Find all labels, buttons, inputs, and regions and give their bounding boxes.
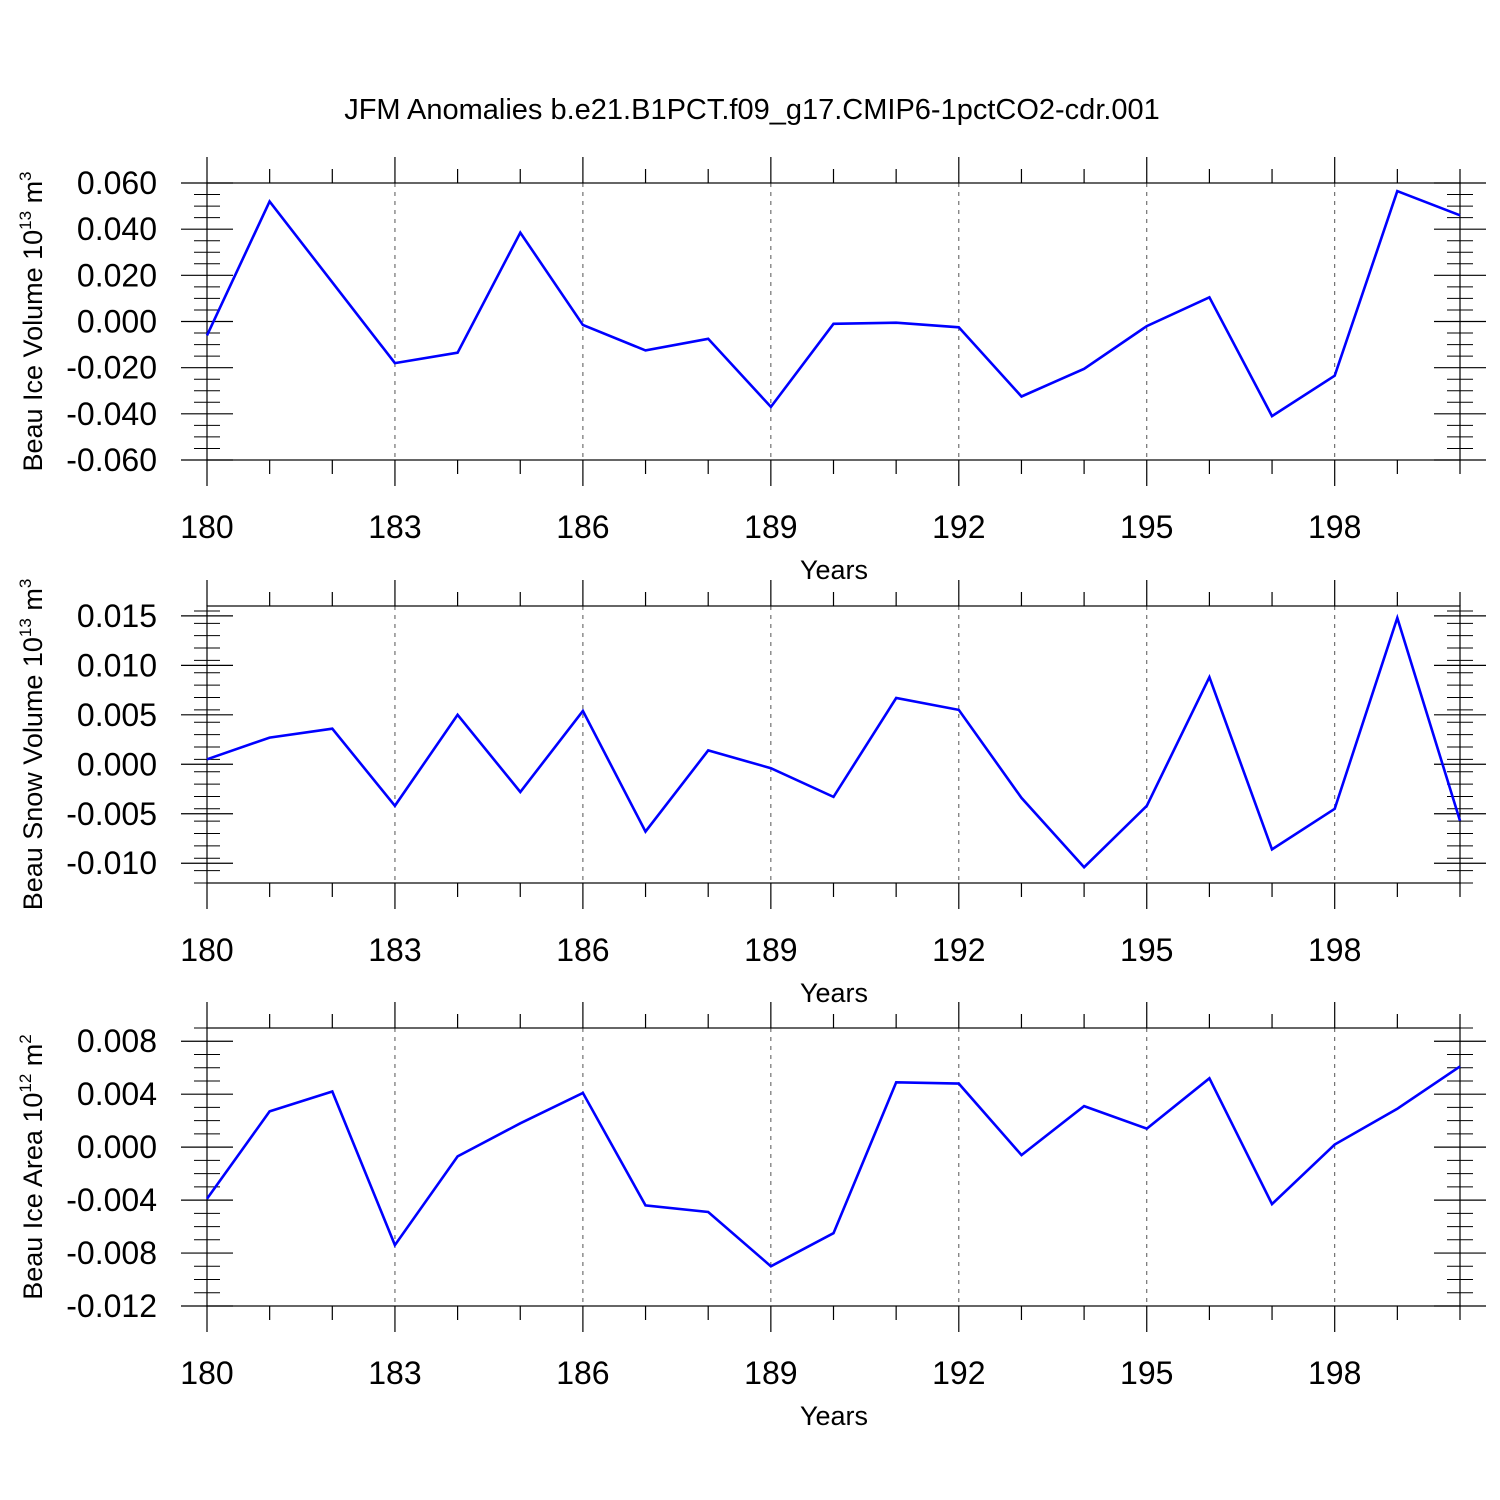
y-tick-label: 0.020 xyxy=(77,257,157,293)
y-tick-label: -0.060 xyxy=(66,442,157,478)
y-tick-label: 0.015 xyxy=(77,598,157,634)
y-axis-title-exponent: 13 xyxy=(16,211,35,230)
y-tick-label: 0.000 xyxy=(77,746,157,782)
x-tick-label: 198 xyxy=(1308,509,1361,545)
x-tick-label: 180 xyxy=(180,932,233,968)
x-tick-label: 192 xyxy=(932,1355,985,1391)
x-axis-title: Years xyxy=(800,555,868,585)
panel-3: 180 183 186 189 192 195 198 Years 0.008 0.004 0.00… xyxy=(16,1002,1486,1431)
x-tick-label: 183 xyxy=(368,932,421,968)
x-tick-label: 183 xyxy=(368,1355,421,1391)
panel-2: 180 183 186 189 192 195 198 Years 0.015 0.010 0.00… xyxy=(16,579,1486,1008)
panel-1: 180 183 186 189 192 195 198 Years 0.060 0.040 0.02… xyxy=(16,157,1486,585)
y-axis-title: Beau Snow Volume 1013 m3 xyxy=(16,579,48,911)
x-tick-label: 183 xyxy=(368,509,421,545)
x-tick-label: 186 xyxy=(556,509,609,545)
x-tick-label: 180 xyxy=(180,1355,233,1391)
x-tick-label: 192 xyxy=(932,509,985,545)
y-tick-label: -0.008 xyxy=(66,1235,157,1271)
y-axis-title-unit: m xyxy=(18,1044,48,1074)
figure-title: JFM Anomalies b.e21.B1PCT.f09_g17.CMIP6-… xyxy=(344,94,1160,126)
panels: 180 183 186 189 192 195 198 Years 0.060 0.040 0.02… xyxy=(16,157,1486,1431)
y-axis-title-main: Beau Ice Area 10 xyxy=(18,1093,48,1300)
y-axis-title-exponent: 13 xyxy=(16,618,35,637)
y-axis-title-unit-exponent: 3 xyxy=(16,579,35,588)
y-tick-label: -0.020 xyxy=(66,350,157,386)
y-axis-title-exponent: 12 xyxy=(16,1074,35,1093)
y-tick-label: 0.040 xyxy=(77,211,157,247)
x-tick-label: 192 xyxy=(932,932,985,968)
x-tick-label: 186 xyxy=(556,1355,609,1391)
y-tick-label: 0.000 xyxy=(77,1129,157,1165)
x-tick-label: 189 xyxy=(744,1355,797,1391)
y-axis-title-unit: m xyxy=(18,588,48,618)
x-tick-label: 180 xyxy=(180,509,233,545)
y-tick-label: -0.004 xyxy=(66,1182,157,1218)
y-axis-title-unit-exponent: 2 xyxy=(16,1034,35,1043)
y-tick-label: -0.012 xyxy=(66,1288,157,1324)
x-axis-title: Years xyxy=(800,978,868,1008)
y-axis-title-main: Beau Ice Volume 10 xyxy=(18,230,48,472)
x-tick-label: 195 xyxy=(1120,932,1173,968)
y-axis-title: Beau Ice Volume 1013 m3 xyxy=(16,171,48,471)
y-tick-label: 0.008 xyxy=(77,1023,157,1059)
y-tick-label: 0.060 xyxy=(77,165,157,201)
x-tick-label: 189 xyxy=(744,509,797,545)
y-axis-title-main: Beau Snow Volume 10 xyxy=(18,637,48,910)
y-tick-label: -0.010 xyxy=(66,845,157,881)
x-tick-label: 198 xyxy=(1308,932,1361,968)
y-tick-label: 0.000 xyxy=(77,304,157,340)
x-tick-label: 195 xyxy=(1120,1355,1173,1391)
y-axis-title-unit-exponent: 3 xyxy=(16,171,35,180)
x-axis-title: Years xyxy=(800,1401,868,1431)
y-tick-label: 0.004 xyxy=(77,1076,157,1112)
x-tick-label: 186 xyxy=(556,932,609,968)
y-tick-label: -0.005 xyxy=(66,796,157,832)
y-tick-label: 0.005 xyxy=(77,697,157,733)
x-tick-label: 189 xyxy=(744,932,797,968)
y-axis-title: Beau Ice Area 1012 m2 xyxy=(16,1034,48,1300)
y-tick-label: -0.040 xyxy=(66,396,157,432)
x-tick-label: 198 xyxy=(1308,1355,1361,1391)
y-tick-label: 0.010 xyxy=(77,647,157,683)
y-axis-title-unit: m xyxy=(18,181,48,211)
x-tick-label: 195 xyxy=(1120,509,1173,545)
